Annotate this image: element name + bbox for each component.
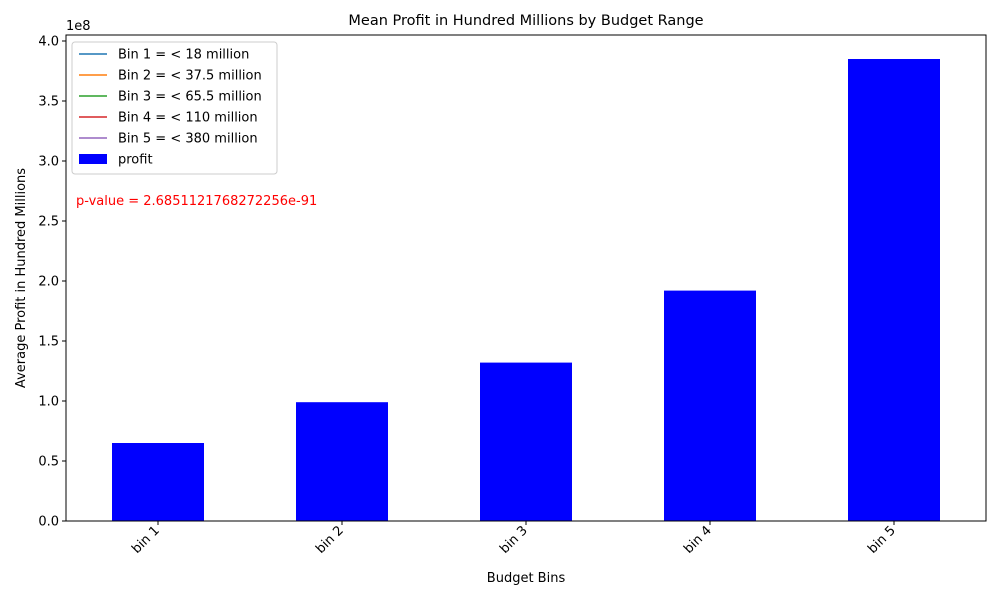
- y-tick-label: 1.0: [38, 395, 59, 410]
- bar-4: [664, 290, 756, 521]
- p-value-annotation: p-value = 2.6851121768272256e-91: [76, 194, 317, 209]
- x-tick-label: bin 5: [865, 523, 899, 557]
- y-tick-label: 0.0: [38, 515, 59, 530]
- bars-group: [112, 59, 940, 521]
- x-axis-ticks: bin 1 bin 2 bin 3 bin 4 bin 5: [129, 521, 899, 557]
- x-axis-title: Budget Bins: [487, 571, 566, 586]
- y-axis-title: Average Profit in Hundred Millions: [14, 168, 29, 388]
- y-tick-label: 0.5: [38, 455, 59, 470]
- y-tick-label: 4.0: [38, 35, 59, 50]
- legend-label: Bin 1 = < 18 million: [118, 48, 249, 63]
- y-tick-label: 2.5: [38, 215, 59, 230]
- y-tick-label: 3.0: [38, 155, 59, 170]
- x-tick-label: bin 1: [129, 523, 163, 557]
- y-axis-ticks: 0.0 0.5 1.0 1.5 2.0 2.5 3.0 3.5 4.0: [38, 35, 66, 530]
- bar-1: [112, 443, 204, 521]
- bar-2: [296, 402, 388, 521]
- legend: Bin 1 = < 18 million Bin 2 = < 37.5 milli…: [71, 41, 278, 175]
- legend-label: Bin 4 = < 110 million: [118, 111, 258, 126]
- y-tick-label: 2.0: [38, 275, 59, 290]
- chart-title: Mean Profit in Hundred Millions by Budge…: [348, 13, 703, 29]
- x-tick-label: bin 3: [497, 523, 531, 557]
- bar-5: [848, 59, 940, 521]
- legend-label: profit: [118, 153, 153, 168]
- y-tick-label: 3.5: [38, 95, 59, 110]
- x-tick-label: bin 2: [313, 523, 347, 557]
- y-tick-label: 1.5: [38, 335, 59, 350]
- legend-label: Bin 2 = < 37.5 million: [118, 69, 262, 84]
- legend-swatch: [79, 154, 107, 164]
- x-tick-label: bin 4: [681, 523, 715, 557]
- legend-label: Bin 3 = < 65.5 million: [118, 90, 262, 105]
- legend-label: Bin 5 = < 380 million: [118, 132, 258, 147]
- y-axis-offset-label: 1e8: [66, 19, 91, 34]
- legend-frame: [71, 41, 278, 175]
- plot-frame: [65, 34, 987, 522]
- bar-3: [480, 362, 572, 521]
